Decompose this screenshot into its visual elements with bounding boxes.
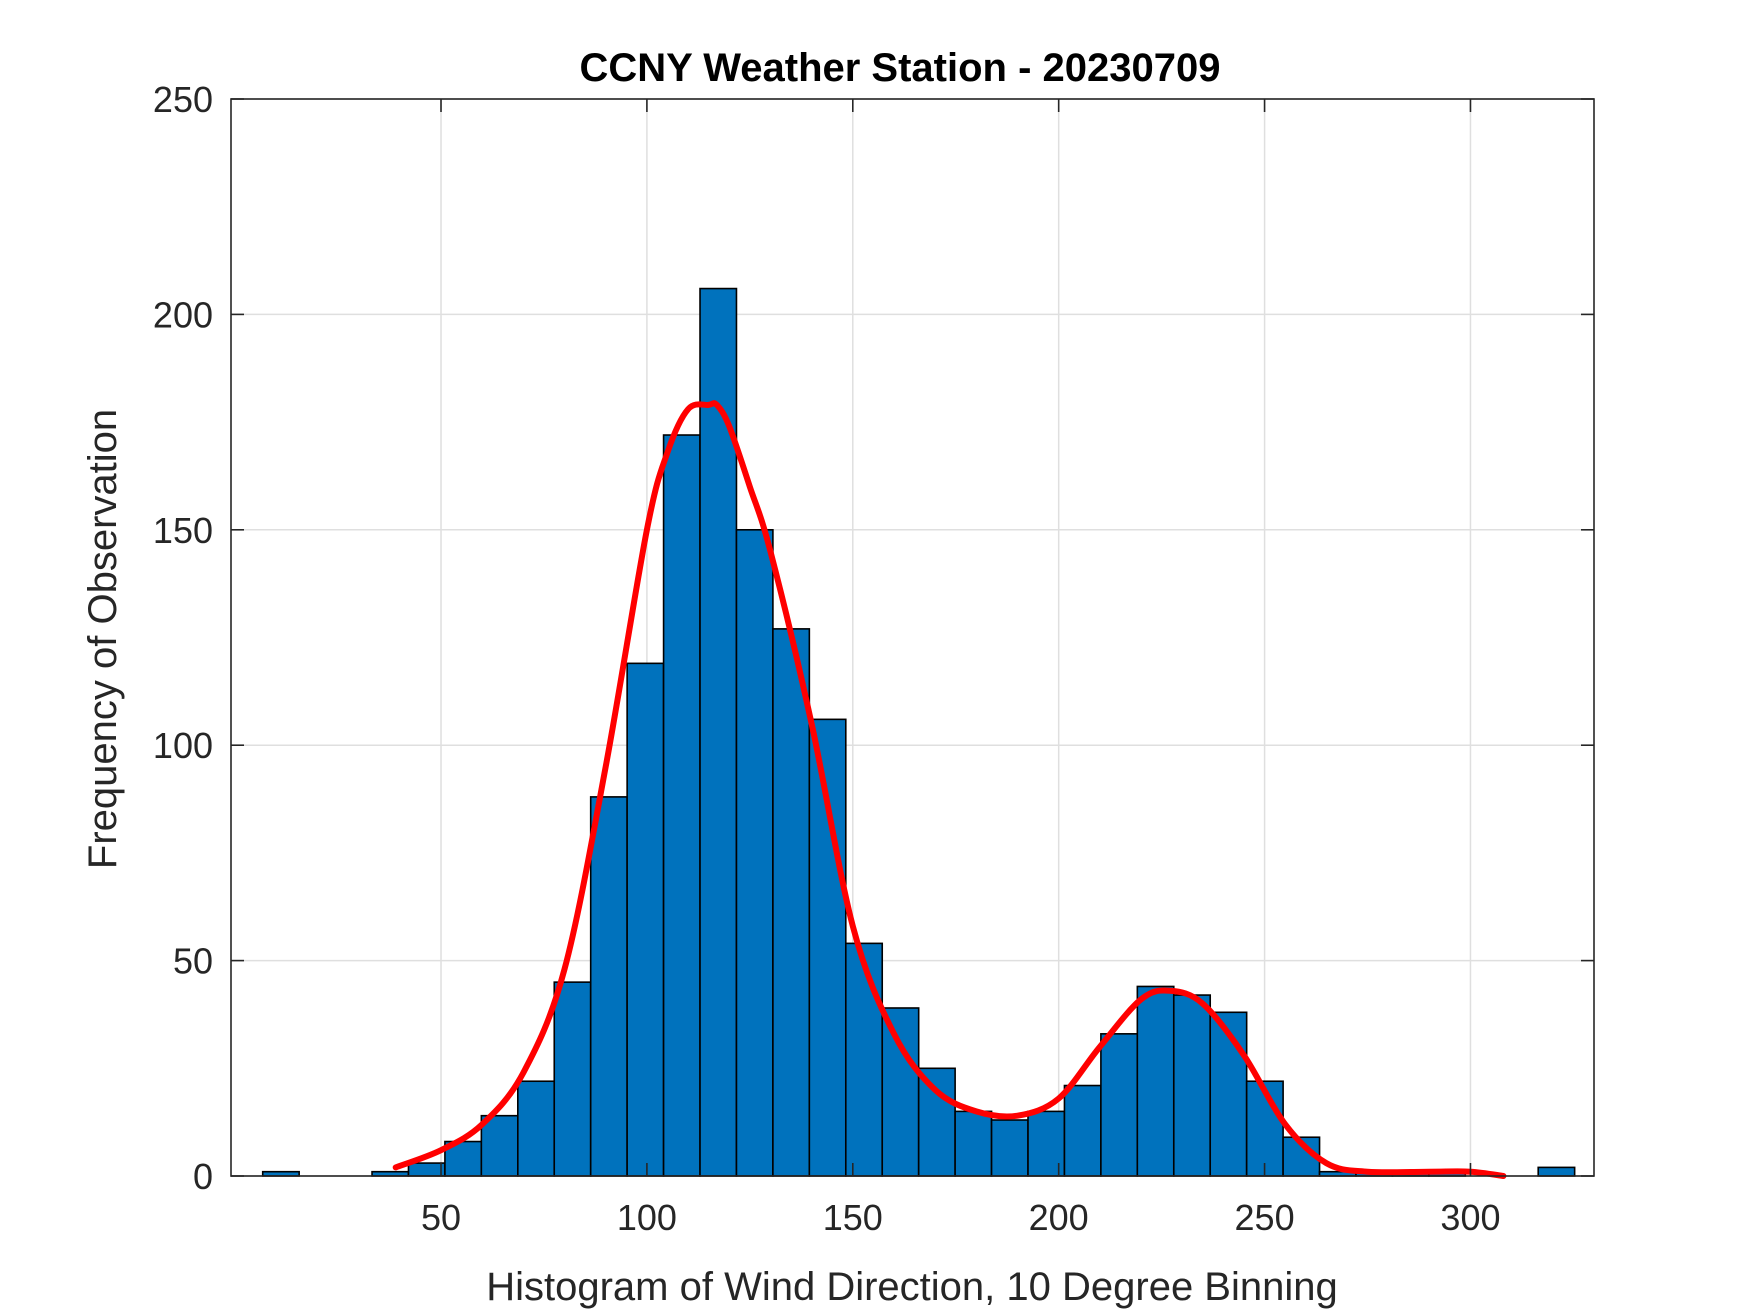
histogram-bar (480, 1114, 519, 1177)
histogram-bar (735, 528, 774, 1177)
fit-curve-line (392, 400, 1507, 1179)
histogram-bar (1100, 1033, 1139, 1177)
histogram-bars (261, 287, 1576, 1177)
y-tick-label: 250 (153, 79, 213, 120)
histogram-bar (1136, 985, 1175, 1177)
histogram-bar (808, 718, 847, 1177)
y-tick-label: 200 (153, 294, 213, 335)
histogram-bar (553, 981, 592, 1177)
fit-curve-layer (392, 400, 1507, 1179)
x-tick-label: 200 (1029, 1197, 1089, 1238)
histogram-bar (662, 434, 701, 1177)
histogram-bar (1537, 1166, 1576, 1177)
x-tick-label: 250 (1235, 1197, 1295, 1238)
y-tick-label: 150 (153, 510, 213, 551)
tick-marks (231, 98, 1594, 1177)
histogram-bar (772, 628, 811, 1177)
plot-area (231, 99, 1594, 1176)
histogram-bar (589, 796, 628, 1177)
x-tick-label: 50 (421, 1197, 461, 1238)
histogram-bar (407, 1162, 446, 1177)
histogram-bar (881, 1007, 920, 1177)
x-tick-label: 100 (617, 1197, 677, 1238)
histogram-bar (917, 1067, 956, 1177)
y-tick-label: 100 (153, 725, 213, 766)
histogram-bar (990, 1119, 1029, 1177)
histogram-bar (517, 1080, 556, 1177)
x-axis-label: Histogram of Wind Direction, 10 Degree B… (486, 1265, 1338, 1309)
histogram-bar (844, 942, 884, 1177)
x-tick-label: 300 (1440, 1197, 1500, 1238)
y-tick-labels: 0 50 100 150 200 250 (153, 79, 213, 1197)
chart-title: CCNY Weather Station - 20230709 (580, 46, 1221, 90)
y-axis-label: Frequency of Observation (81, 409, 125, 869)
histogram-bar (699, 287, 738, 1177)
x-tick-labels: 50 100 150 200 250 300 (421, 1197, 1501, 1238)
axes-frame (230, 98, 1595, 1177)
histogram-bar (954, 1110, 993, 1177)
y-tick-label: 50 (173, 941, 213, 982)
histogram-bar (1063, 1084, 1102, 1177)
y-tick-label: 0 (193, 1156, 213, 1197)
histogram-bar (1245, 1080, 1284, 1177)
histogram-bar (1172, 994, 1212, 1177)
x-tick-label: 150 (823, 1197, 883, 1238)
histogram-bar (626, 662, 665, 1177)
